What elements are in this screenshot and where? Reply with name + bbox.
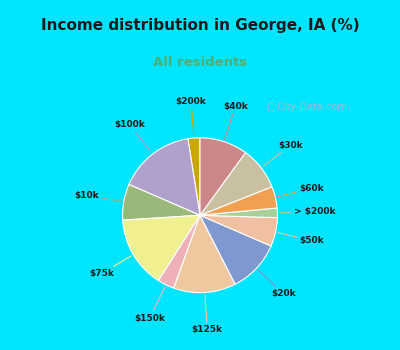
Text: $60k: $60k <box>278 184 324 197</box>
Wedge shape <box>200 215 277 246</box>
Text: $40k: $40k <box>223 102 248 139</box>
Wedge shape <box>200 208 278 218</box>
Text: $100k: $100k <box>114 120 151 152</box>
Wedge shape <box>188 138 200 215</box>
Wedge shape <box>200 153 272 215</box>
Text: ⓘ City-Data.com: ⓘ City-Data.com <box>268 103 347 112</box>
Text: $125k: $125k <box>192 295 223 334</box>
Text: $30k: $30k <box>263 140 303 166</box>
Wedge shape <box>200 138 246 215</box>
Text: > $200k: > $200k <box>280 207 335 216</box>
Text: $10k: $10k <box>75 191 122 202</box>
Text: $20k: $20k <box>258 270 296 298</box>
Wedge shape <box>122 184 200 220</box>
Text: $50k: $50k <box>278 233 324 245</box>
Wedge shape <box>129 139 200 215</box>
Wedge shape <box>200 215 271 284</box>
Text: All residents: All residents <box>153 56 247 69</box>
Text: Income distribution in George, IA (%): Income distribution in George, IA (%) <box>41 18 359 33</box>
Wedge shape <box>174 215 235 293</box>
Text: $200k: $200k <box>176 97 206 136</box>
Text: $75k: $75k <box>89 256 131 278</box>
Wedge shape <box>200 187 277 215</box>
Wedge shape <box>158 215 200 288</box>
Text: $150k: $150k <box>134 287 165 323</box>
Wedge shape <box>123 215 200 281</box>
